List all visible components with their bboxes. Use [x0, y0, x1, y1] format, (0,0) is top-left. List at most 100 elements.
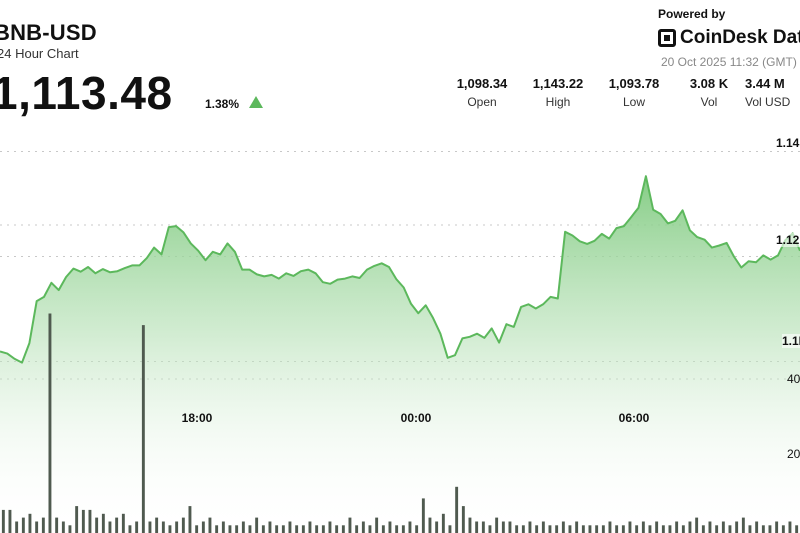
x-tick-label: 00:00 — [400, 411, 432, 425]
volume-bar — [61, 521, 65, 533]
timestamp: 20 Oct 2025 11:32 (GMT) — [661, 55, 797, 69]
volume-bar — [541, 521, 545, 533]
volume-bar — [641, 521, 645, 533]
volume-bar — [148, 521, 152, 533]
volume-bar — [455, 486, 459, 533]
volume-bar — [508, 521, 512, 533]
volume-bar — [515, 525, 519, 533]
volume-bar — [375, 517, 379, 533]
volume-bar — [401, 525, 405, 533]
volume-bar — [728, 525, 732, 533]
volume-bars — [1, 313, 799, 533]
volume-bar — [181, 517, 185, 533]
volume-bar — [188, 506, 192, 533]
volume-bar — [208, 517, 212, 533]
volume-bar — [415, 525, 419, 533]
volume-bar — [75, 506, 79, 533]
brand-logo[interactable]: CoinDesk Data — [658, 27, 800, 49]
volume-bar — [268, 521, 272, 533]
volume-bar — [388, 521, 392, 533]
volume-bar — [748, 525, 752, 533]
volume-bar — [228, 525, 232, 533]
volume-bar — [128, 525, 132, 533]
stat-low-value: 1,093.78 — [608, 76, 660, 91]
volume-bar — [348, 517, 352, 533]
volume-bar — [435, 521, 439, 533]
stat-open-label: Open — [467, 95, 497, 109]
volume-bar — [141, 325, 145, 533]
coindesk-logo-icon — [658, 29, 676, 47]
volume-bar — [35, 521, 39, 533]
volume-bar — [655, 521, 659, 533]
volume-bar — [395, 525, 399, 533]
volume-bar — [335, 525, 339, 533]
volume-bar — [368, 525, 372, 533]
volume-bar — [8, 509, 12, 533]
volume-bar — [535, 525, 539, 533]
volume-bar — [41, 517, 45, 533]
volume-bar — [475, 521, 479, 533]
chart-line — [0, 175, 800, 364]
volume-bar — [155, 517, 159, 533]
y-tick-label: 1.1K — [782, 334, 800, 348]
volume-bar — [488, 525, 492, 533]
volume-bar — [661, 525, 665, 533]
price-change: 1.38% — [205, 97, 240, 111]
volume-bar — [355, 525, 359, 533]
volume-bar — [695, 517, 699, 533]
volume-bar — [341, 525, 345, 533]
stat-open: 1,098.34 Open — [442, 76, 522, 109]
volume-bar — [561, 521, 565, 533]
volume-bar — [428, 517, 432, 533]
volume-bar — [461, 506, 465, 533]
volume-bar — [121, 513, 125, 533]
volume-bar — [555, 525, 559, 533]
powered-by-label: Powered by — [658, 7, 726, 21]
volume-bar — [635, 525, 639, 533]
volume-bar — [161, 521, 165, 533]
volume-bar — [675, 521, 679, 533]
volume-bar — [615, 525, 619, 533]
volume-bar — [381, 525, 385, 533]
volume-bar — [308, 521, 312, 533]
volume-bar — [15, 521, 19, 533]
up-arrow-icon — [249, 96, 263, 108]
volume-tick-label: 200 — [787, 447, 800, 461]
volume-bar — [681, 525, 685, 533]
volume-bar — [241, 521, 245, 533]
current-price: 1,113.48 — [0, 67, 173, 119]
volume-bar — [81, 509, 85, 533]
volume-bar — [755, 521, 759, 533]
volume-bar — [501, 521, 505, 533]
volume-bar — [688, 521, 692, 533]
stat-open-value: 1,098.34 — [456, 76, 508, 91]
volume-bar — [708, 521, 712, 533]
stat-vol-usd-label: Vol USD — [745, 95, 791, 109]
stat-vol-usd-value: 3.44 M — [745, 76, 785, 91]
volume-bar — [595, 525, 599, 533]
volume-bar — [108, 521, 112, 533]
volume-bar — [441, 513, 445, 533]
volume-bar — [261, 525, 265, 533]
volume-bar — [715, 525, 719, 533]
stat-low: 1,093.78 Low — [594, 76, 674, 109]
volume-bar — [601, 525, 605, 533]
stat-low-label: Low — [622, 95, 645, 109]
volume-bar — [608, 521, 612, 533]
volume-bar — [468, 517, 472, 533]
volume-bar — [88, 509, 92, 533]
volume-bar — [521, 525, 525, 533]
volume-bar — [575, 521, 579, 533]
stat-vol-label: Vol — [700, 95, 718, 109]
volume-bar — [768, 525, 772, 533]
stat-high-label: High — [545, 95, 571, 109]
volume-bar — [168, 525, 172, 533]
volume-bar — [1, 509, 5, 533]
stat-high-value: 1,143.22 — [532, 76, 584, 91]
brand-name: CoinDesk Data — [680, 27, 800, 48]
volume-bar — [55, 517, 59, 533]
volume-bar — [788, 521, 792, 533]
stat-vol-usd: 3.44 M Vol USD — [745, 76, 800, 109]
volume-bar — [408, 521, 412, 533]
volume-bar — [115, 517, 119, 533]
